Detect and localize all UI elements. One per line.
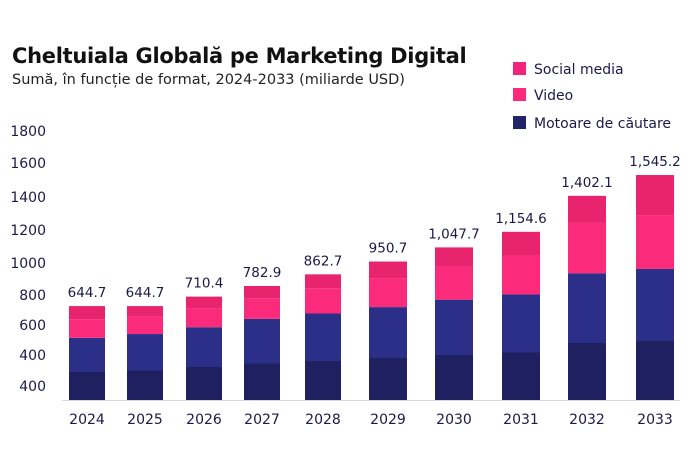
x-tick-label: 2029 — [370, 412, 406, 428]
bar-segment-social-media — [244, 285, 280, 299]
y-tick-label: 1200 — [10, 223, 46, 239]
bar-segment-video — [69, 319, 105, 338]
bar-segment-search — [435, 299, 473, 400]
x-tick-label: 2025 — [127, 412, 163, 428]
total-data-label: 644.7 — [126, 285, 165, 301]
y-tick-label: 1800 — [10, 124, 46, 140]
bar-segment-social-media — [186, 296, 222, 309]
x-tick-label: 2031 — [503, 412, 539, 428]
bar-segment-social-media — [69, 306, 105, 320]
x-tick-label: 2028 — [305, 412, 341, 428]
legend-item-social-media: Social media — [513, 62, 624, 78]
legend-swatch — [513, 116, 526, 129]
y-tick-label: 1400 — [10, 190, 46, 206]
bar-segment-social-media — [636, 175, 674, 216]
total-data-label: 710.4 — [185, 276, 224, 292]
legend-label: Video — [534, 88, 574, 104]
bar-segment-search — [502, 294, 540, 400]
bar-segment-video — [435, 266, 473, 300]
bar-segment-video — [244, 298, 280, 319]
y-tick-label: 600 — [19, 318, 46, 334]
total-data-label: 950.7 — [369, 241, 408, 257]
x-tick-label: 2027 — [244, 412, 280, 428]
x-tick-label: 2033 — [637, 412, 673, 428]
total-data-label: 1,402.1 — [561, 175, 613, 191]
bar-segment-video — [568, 222, 606, 274]
total-data-label: 782.9 — [243, 265, 282, 281]
y-tick-label: 1000 — [10, 256, 46, 272]
y-tick-label: 400 — [19, 348, 46, 364]
bar-segment-video — [502, 255, 540, 295]
x-tick-label: 2032 — [569, 412, 605, 428]
legend-swatch — [513, 62, 526, 75]
bar-segment-search — [568, 273, 606, 400]
bar-segment-social-media — [435, 247, 473, 267]
bar-segment-video — [305, 288, 341, 314]
bar-segment-social-media — [568, 195, 606, 223]
total-data-label: 1,545.2 — [629, 154, 681, 170]
y-tick-label: 800 — [19, 288, 46, 304]
x-tick-label: 2030 — [436, 412, 472, 428]
bar-segment-search — [127, 334, 163, 400]
bar-segment-social-media — [305, 274, 341, 289]
total-data-label: 1,047.7 — [428, 226, 480, 242]
bar-segment-video — [636, 215, 674, 269]
bar-segment-video — [369, 278, 407, 308]
legend-label: Social media — [534, 62, 624, 78]
y-tick-label: 400 — [19, 379, 46, 395]
bar-segment-search — [244, 318, 280, 400]
bar-segment-search — [186, 327, 222, 400]
total-data-label: 1,154.6 — [495, 211, 547, 227]
legend-item-video: Video — [513, 88, 573, 104]
bar-segment-search — [69, 337, 105, 400]
bar-segment-search — [369, 307, 407, 400]
total-data-label: 862.7 — [304, 253, 343, 269]
legend-swatch — [513, 88, 526, 101]
chart-title: Cheltuiala Globală pe Marketing Digital — [12, 44, 467, 68]
bar-segment-social-media — [127, 306, 163, 317]
y-tick-label: 1600 — [10, 156, 46, 172]
bar-segment-search — [305, 313, 341, 400]
bar-segment-search — [636, 268, 674, 400]
bar-segment-social-media — [502, 231, 540, 256]
x-tick-label: 2024 — [69, 412, 105, 428]
x-tick-label: 2026 — [186, 412, 222, 428]
legend-item-search-engines: Motoare de căutare — [513, 116, 671, 132]
legend-label: Motoare de căutare — [534, 116, 672, 132]
total-data-label: 644.7 — [68, 285, 107, 301]
bar-segment-social-media — [369, 261, 407, 279]
chart-subtitle: Sumă, în funcție de format, 2024-2033 (m… — [12, 72, 405, 88]
bar-segment-video — [186, 308, 222, 328]
bar-segment-video — [127, 316, 163, 335]
